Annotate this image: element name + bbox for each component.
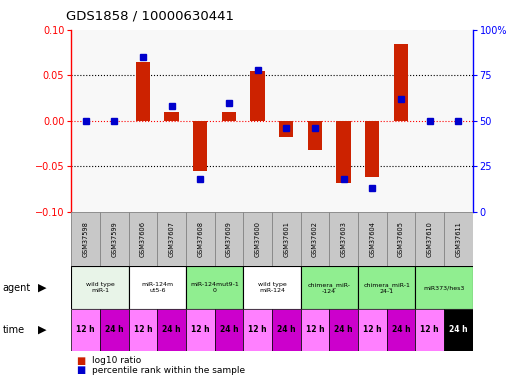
- Bar: [300, 212, 329, 266]
- Text: GSM37599: GSM37599: [111, 221, 117, 257]
- Bar: [136, 62, 150, 121]
- Text: ■: ■: [77, 366, 86, 375]
- Bar: [415, 212, 444, 266]
- Text: 12 h: 12 h: [306, 326, 324, 334]
- Text: 12 h: 12 h: [191, 326, 210, 334]
- Bar: [186, 309, 214, 351]
- Text: GSM37598: GSM37598: [82, 221, 89, 257]
- Bar: [186, 212, 214, 266]
- Text: GSM37611: GSM37611: [455, 221, 461, 257]
- Bar: [129, 266, 186, 309]
- Text: 12 h: 12 h: [420, 326, 439, 334]
- Text: 24 h: 24 h: [392, 326, 410, 334]
- Bar: [214, 212, 243, 266]
- Text: GSM37602: GSM37602: [312, 221, 318, 257]
- Bar: [386, 309, 415, 351]
- Bar: [272, 309, 300, 351]
- Text: time: time: [3, 325, 25, 335]
- Bar: [444, 309, 473, 351]
- Bar: [243, 266, 300, 309]
- Text: GDS1858 / 10000630441: GDS1858 / 10000630441: [66, 9, 234, 22]
- Bar: [129, 309, 157, 351]
- Text: GSM37610: GSM37610: [427, 221, 432, 257]
- Text: GSM37608: GSM37608: [197, 221, 203, 257]
- Text: 12 h: 12 h: [248, 326, 267, 334]
- Bar: [129, 212, 157, 266]
- Text: log10 ratio: log10 ratio: [92, 356, 142, 365]
- Text: GSM37609: GSM37609: [226, 221, 232, 257]
- Bar: [415, 266, 473, 309]
- Text: 24 h: 24 h: [334, 326, 353, 334]
- Text: 24 h: 24 h: [449, 326, 467, 334]
- Text: GSM37600: GSM37600: [254, 221, 261, 257]
- Text: GSM37607: GSM37607: [168, 221, 175, 257]
- Bar: [329, 212, 358, 266]
- Text: 24 h: 24 h: [220, 326, 238, 334]
- Bar: [329, 309, 358, 351]
- Text: 24 h: 24 h: [277, 326, 296, 334]
- Text: miR373/hes3: miR373/hes3: [423, 285, 465, 290]
- Text: chimera_miR-1
24-1: chimera_miR-1 24-1: [363, 282, 410, 294]
- Text: ▶: ▶: [38, 283, 46, 293]
- Bar: [222, 112, 236, 121]
- Text: GSM37605: GSM37605: [398, 221, 404, 257]
- Bar: [300, 266, 358, 309]
- Bar: [164, 112, 179, 121]
- Text: ■: ■: [77, 356, 86, 366]
- Text: 12 h: 12 h: [77, 326, 95, 334]
- Bar: [243, 212, 272, 266]
- Bar: [358, 266, 415, 309]
- Text: agent: agent: [3, 283, 31, 293]
- Text: GSM37604: GSM37604: [369, 221, 375, 257]
- Bar: [157, 212, 186, 266]
- Bar: [250, 71, 265, 121]
- Bar: [386, 212, 415, 266]
- Bar: [71, 266, 129, 309]
- Bar: [243, 309, 272, 351]
- Bar: [100, 309, 129, 351]
- Bar: [157, 309, 186, 351]
- Bar: [71, 212, 100, 266]
- Text: 24 h: 24 h: [105, 326, 124, 334]
- Text: 12 h: 12 h: [363, 326, 382, 334]
- Text: GSM37603: GSM37603: [341, 221, 346, 257]
- Text: ▶: ▶: [38, 325, 46, 335]
- Text: 12 h: 12 h: [134, 326, 152, 334]
- Bar: [193, 121, 208, 171]
- Bar: [71, 309, 100, 351]
- Bar: [186, 266, 243, 309]
- Text: chimera_miR-
-124: chimera_miR- -124: [308, 282, 351, 294]
- Bar: [394, 44, 408, 121]
- Bar: [308, 121, 322, 150]
- Text: 24 h: 24 h: [162, 326, 181, 334]
- Text: percentile rank within the sample: percentile rank within the sample: [92, 366, 246, 375]
- Text: miR-124mut9-1
0: miR-124mut9-1 0: [190, 282, 239, 293]
- Bar: [279, 121, 294, 137]
- Text: GSM37601: GSM37601: [283, 221, 289, 257]
- Bar: [272, 212, 300, 266]
- Bar: [214, 309, 243, 351]
- Bar: [358, 212, 386, 266]
- Bar: [444, 212, 473, 266]
- Text: wild type
miR-1: wild type miR-1: [86, 282, 115, 293]
- Bar: [358, 309, 386, 351]
- Bar: [415, 309, 444, 351]
- Text: wild type
miR-124: wild type miR-124: [258, 282, 286, 293]
- Bar: [100, 212, 129, 266]
- Bar: [300, 309, 329, 351]
- Text: GSM37606: GSM37606: [140, 221, 146, 257]
- Text: miR-124m
ut5-6: miR-124m ut5-6: [141, 282, 173, 293]
- Bar: [336, 121, 351, 183]
- Bar: [365, 121, 380, 177]
